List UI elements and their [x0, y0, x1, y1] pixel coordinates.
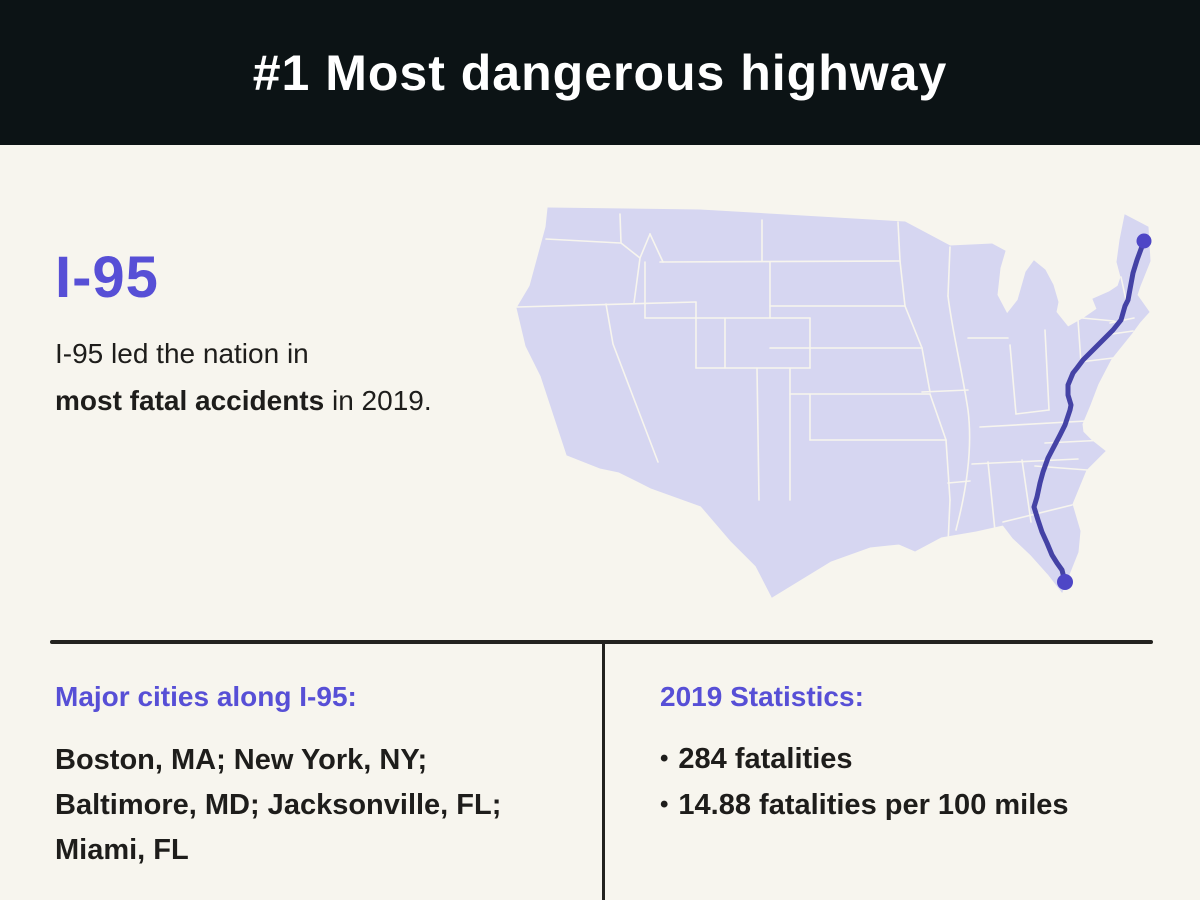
state-borders — [516, 213, 1135, 545]
bullet-icon: • — [660, 745, 669, 772]
intro-line2-suffix: in 2019. — [324, 385, 432, 416]
major-cities-list: Boston, MA; New York, NY; Baltimore, MD;… — [55, 738, 575, 873]
i95-south-endpoint-dot — [1057, 574, 1073, 590]
highway-name-heading: I-95 — [55, 245, 159, 310]
major-cities-heading: Major cities along I-95: — [55, 681, 357, 712]
stat-item-1-text: 284 fatalities — [678, 743, 853, 775]
intro-line1: I-95 led the nation in — [55, 338, 309, 369]
us-map-outline — [516, 207, 1151, 598]
stat-item-2-text: 14.88 fatalities per 100 miles — [678, 789, 1069, 821]
cities-line-1: Boston, MA; New York, NY; — [55, 744, 428, 776]
statistics-list: • 284 fatalities • 14.88 fatalities per 10… — [660, 736, 1160, 828]
i95-route-line — [1031, 238, 1147, 585]
i95-north-endpoint-dot — [1136, 233, 1152, 249]
intro-block: I-95 I-95 led the nation in most fatal a… — [55, 246, 485, 424]
vertical-divider — [602, 643, 605, 900]
page-title: #1 Most dangerous highway — [252, 44, 948, 101]
statistics-heading: 2019 Statistics: — [660, 681, 864, 712]
us-map — [500, 200, 1160, 600]
horizontal-divider — [50, 640, 1153, 644]
header-bar: #1 Most dangerous highway — [0, 0, 1200, 145]
intro-paragraph: I-95 led the nation in most fatal accide… — [55, 330, 485, 424]
intro-bold-phrase: most fatal accidents — [55, 385, 325, 416]
statistics-section: 2019 Statistics: • 284 fatalities • 14.88 … — [660, 680, 1160, 828]
cities-line-2: Baltimore, MD; Jacksonville, FL; — [55, 789, 502, 821]
stat-item-rate: • 14.88 fatalities per 100 miles — [660, 782, 1160, 828]
cities-line-3: Miami, FL — [55, 834, 189, 866]
bullet-icon: • — [660, 791, 669, 818]
major-cities-section: Major cities along I-95: Boston, MA; New… — [55, 680, 575, 873]
us-map-svg — [516, 207, 1152, 598]
stat-item-fatalities: • 284 fatalities — [660, 736, 1160, 782]
